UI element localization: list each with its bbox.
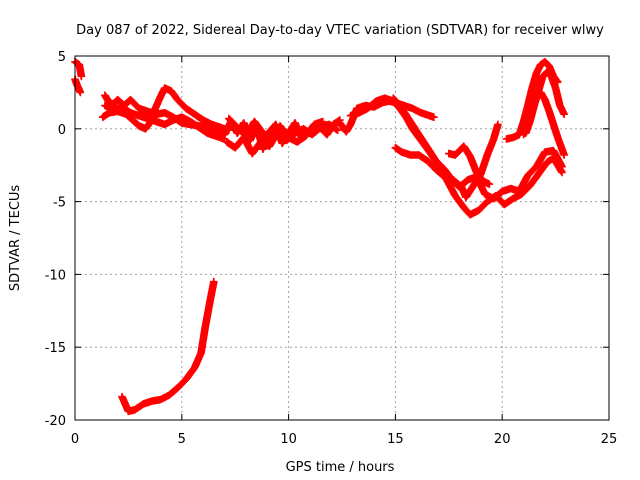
data-point-run bbox=[466, 153, 480, 176]
data-point-run bbox=[518, 182, 533, 198]
data-point-run bbox=[424, 145, 440, 164]
series-track-i bbox=[224, 114, 327, 146]
data-point-run bbox=[490, 188, 506, 202]
series-track-f bbox=[118, 277, 218, 416]
y-tick-label: -10 bbox=[45, 268, 66, 283]
x-tick-label: 10 bbox=[280, 432, 297, 447]
data-point-run bbox=[473, 169, 486, 184]
x-tick-label: 15 bbox=[387, 432, 404, 447]
data-point-run bbox=[123, 111, 136, 124]
data-point-run bbox=[166, 384, 181, 399]
series-track-m bbox=[389, 94, 566, 203]
data-points bbox=[71, 58, 568, 416]
series-track-e bbox=[101, 101, 229, 143]
data-point-run bbox=[72, 58, 83, 68]
data-point bbox=[485, 180, 494, 188]
data-point-run bbox=[118, 394, 132, 414]
plot-frame bbox=[74, 55, 610, 421]
y-axis-label: SDTVAR / TECUs bbox=[8, 185, 23, 292]
data-point-run bbox=[174, 96, 189, 112]
data-point bbox=[318, 117, 327, 126]
data-point-run bbox=[475, 198, 491, 214]
data-point-run bbox=[516, 172, 531, 194]
data-point bbox=[560, 110, 568, 119]
chart-title: Day 087 of 2022, Sidereal Day-to-day VTE… bbox=[76, 23, 604, 38]
data-point-run bbox=[390, 95, 405, 112]
data-point bbox=[560, 151, 568, 159]
data-point-run bbox=[483, 136, 497, 158]
data-point-run bbox=[129, 117, 142, 129]
y-tick-label: 5 bbox=[58, 50, 66, 65]
ticks: 0 5 10 15 20 25 5 0 -5 -10 -15 -20 bbox=[45, 50, 618, 447]
series-track-q bbox=[519, 88, 568, 159]
data-point-run bbox=[452, 193, 467, 211]
data-point-run bbox=[550, 148, 566, 170]
x-tick-label: 0 bbox=[71, 432, 79, 447]
data-point-run bbox=[524, 163, 540, 179]
data-point bbox=[558, 168, 566, 177]
data-point bbox=[430, 113, 438, 121]
y-tick-label: -5 bbox=[53, 196, 66, 211]
data-point-run bbox=[127, 96, 142, 112]
data-point-run bbox=[249, 139, 264, 157]
y-tick-label: -20 bbox=[45, 414, 66, 429]
data-point-run bbox=[225, 115, 241, 131]
data-point-run bbox=[302, 121, 318, 139]
data-point-run bbox=[535, 159, 551, 177]
data-point-run bbox=[415, 131, 431, 151]
series-track-n bbox=[445, 142, 494, 188]
data-point-run bbox=[183, 364, 198, 382]
data-point-run bbox=[462, 181, 478, 200]
data-point-run bbox=[364, 98, 380, 112]
data-point bbox=[494, 120, 502, 129]
y-tick-label: -15 bbox=[45, 341, 66, 356]
data-point-run bbox=[251, 118, 266, 136]
data-point-run bbox=[433, 158, 448, 173]
data-point-run bbox=[277, 123, 292, 141]
data-point-run bbox=[398, 105, 414, 125]
data-point-run bbox=[424, 158, 439, 173]
data-point bbox=[76, 88, 85, 97]
data-point bbox=[77, 72, 86, 81]
data-point-run bbox=[541, 58, 553, 70]
y-tick-label: 0 bbox=[58, 123, 66, 138]
data-point-run bbox=[407, 118, 422, 138]
data-point-run bbox=[477, 152, 491, 177]
x-axis-label: GPS time / hours bbox=[286, 460, 395, 475]
data-point-run bbox=[433, 166, 448, 180]
data-point-run bbox=[174, 376, 189, 391]
x-tick-label: 5 bbox=[178, 432, 186, 447]
data-point-run bbox=[544, 69, 555, 80]
data-point-run bbox=[441, 166, 457, 184]
data-point-run bbox=[456, 176, 471, 191]
x-tick-label: 25 bbox=[601, 432, 618, 447]
data-point-run bbox=[533, 149, 549, 170]
data-point-run bbox=[526, 171, 542, 189]
data-point bbox=[210, 277, 218, 286]
data-point bbox=[558, 162, 566, 171]
x-tick-label: 20 bbox=[494, 432, 511, 447]
series-track-l bbox=[391, 120, 502, 202]
data-point-run bbox=[309, 124, 324, 138]
data-point-run bbox=[168, 88, 181, 103]
data-point-run bbox=[150, 94, 164, 114]
data-point bbox=[333, 126, 342, 135]
data-point-run bbox=[191, 350, 205, 371]
